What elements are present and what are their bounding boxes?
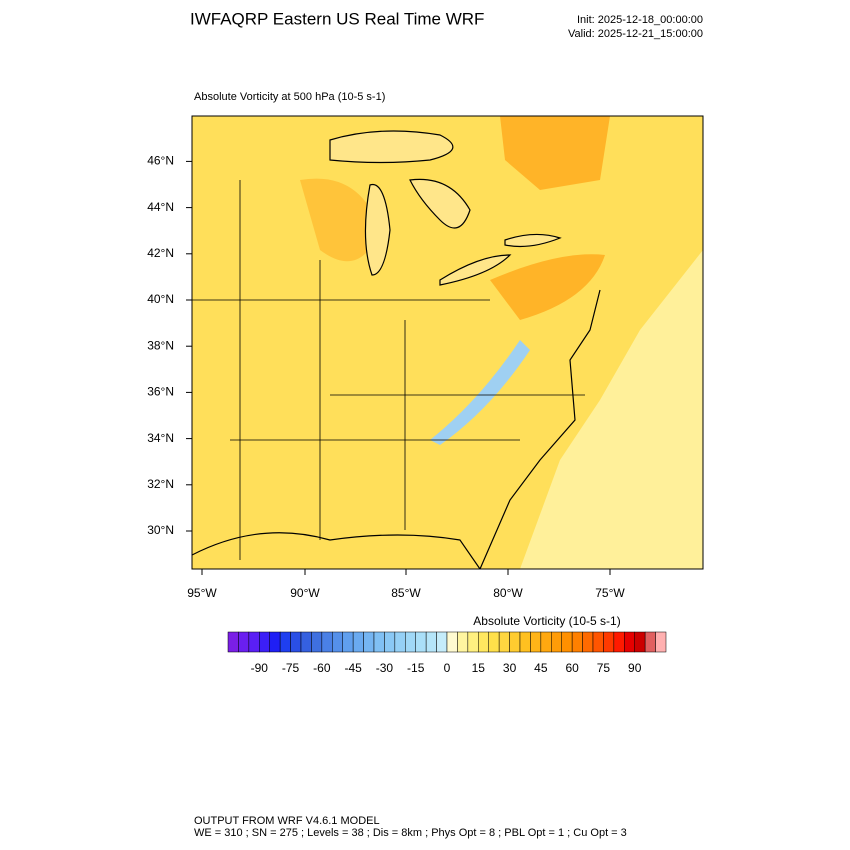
colorbar-box — [384, 631, 396, 653]
colorbar-box — [405, 631, 416, 653]
colorbar-label: 45 — [534, 661, 548, 675]
colorbar-label: -75 — [282, 661, 300, 675]
lake-erie — [439, 254, 512, 286]
colorbar-box — [655, 631, 667, 653]
lat-label: 38°N — [147, 338, 174, 352]
colorbar-label: -60 — [313, 661, 331, 675]
colorbar-box — [300, 631, 312, 653]
colorbar-box — [436, 631, 448, 653]
init-time: Init: 2025-12-18_00:00:00 — [577, 14, 703, 26]
colorbar-box — [248, 631, 260, 653]
ocean-field — [520, 250, 703, 569]
colorbar-box — [259, 631, 270, 653]
lon-label: 85°W — [391, 586, 421, 600]
colorbar-box — [551, 631, 562, 653]
colorbar-box — [644, 631, 656, 653]
lake-ontario — [504, 233, 562, 248]
colorbar-label: -30 — [376, 661, 394, 675]
gulf-coastline — [192, 532, 481, 569]
colorbar-box — [342, 631, 354, 653]
lat-label: 42°N — [147, 246, 174, 260]
colorbar-box — [478, 631, 489, 653]
lat-label: 46°N — [147, 154, 174, 168]
valid-time: Valid: 2025-12-21_15:00:00 — [568, 28, 703, 40]
state-borders — [192, 180, 585, 560]
colorbar-box — [332, 631, 343, 653]
colorbar-label: 15 — [472, 661, 486, 675]
lon-label: 90°W — [290, 586, 320, 600]
lake-michigan — [364, 184, 391, 276]
colorbar-box — [227, 631, 239, 653]
colorbar-box — [425, 631, 437, 653]
colorbar-box — [311, 631, 323, 653]
colorbar-box — [457, 631, 469, 653]
high-vorticity-area — [300, 178, 380, 262]
lat-label: 30°N — [147, 523, 174, 537]
lat-label: 36°N — [147, 385, 174, 399]
colorbar-label: -45 — [344, 661, 362, 675]
colorbar-box — [415, 631, 427, 653]
colorbar-label: 30 — [503, 661, 517, 675]
colorbar-box — [352, 631, 364, 653]
low-vorticity-streak — [430, 340, 530, 445]
colorbar-box — [603, 631, 615, 653]
title: IWFAQRP Eastern US Real Time WRF — [190, 9, 484, 28]
colorbar-label: -90 — [251, 661, 269, 675]
lon-label: 75°W — [595, 586, 625, 600]
lake-huron — [409, 178, 471, 229]
colorbar-box — [488, 631, 500, 653]
colorbar-label: 0 — [444, 661, 451, 675]
map-subtitle: Absolute Vorticity at 500 hPa (10-5 s-1) — [194, 91, 385, 103]
colorbar-box — [509, 631, 521, 653]
lon-label: 95°W — [187, 586, 217, 600]
colorbar-label: 90 — [628, 661, 642, 675]
colorbar-box — [624, 631, 635, 653]
coastline — [479, 289, 601, 569]
colorbar-box — [467, 631, 479, 653]
colorbar-box — [363, 631, 375, 653]
colorbar-box — [279, 631, 291, 653]
lat-label: 32°N — [147, 477, 174, 491]
colorbar-box — [321, 631, 333, 653]
colorbar-box — [269, 631, 281, 653]
colorbar-label: -15 — [407, 661, 425, 675]
map-frame — [191, 115, 704, 570]
colorbar-box — [446, 631, 458, 653]
high-vorticity-area — [490, 254, 605, 320]
colorbar-box — [530, 631, 542, 653]
colorbar-label: 60 — [565, 661, 579, 675]
colorbar-box — [290, 631, 302, 653]
colorbar-title: Absolute Vorticity (10-5 s-1) — [473, 614, 620, 628]
lat-label: 34°N — [147, 431, 174, 445]
footer-line: WE = 310 ; SN = 275 ; Levels = 38 ; Dis … — [194, 827, 627, 839]
colorbar-box — [613, 631, 625, 653]
colorbar-box — [582, 631, 594, 653]
colorbar-box — [571, 631, 583, 653]
colorbar-box — [498, 631, 510, 653]
map-field — [192, 116, 703, 569]
colorbar-box — [592, 631, 604, 653]
lat-label: 40°N — [147, 292, 174, 306]
high-vorticity-area — [500, 116, 610, 190]
colorbar-box — [634, 631, 646, 653]
colorbar-box — [373, 631, 385, 653]
colorbar-label: 75 — [597, 661, 611, 675]
lake-superior — [329, 130, 454, 164]
colorbar-box — [394, 631, 406, 653]
colorbar-box — [540, 631, 552, 653]
colorbar-box — [519, 631, 531, 653]
colorbar-box — [561, 631, 573, 653]
lat-label: 44°N — [147, 200, 174, 214]
lon-label: 80°W — [493, 586, 523, 600]
colorbar-box — [238, 631, 250, 653]
footer-line: OUTPUT FROM WRF V4.6.1 MODEL — [194, 815, 380, 827]
